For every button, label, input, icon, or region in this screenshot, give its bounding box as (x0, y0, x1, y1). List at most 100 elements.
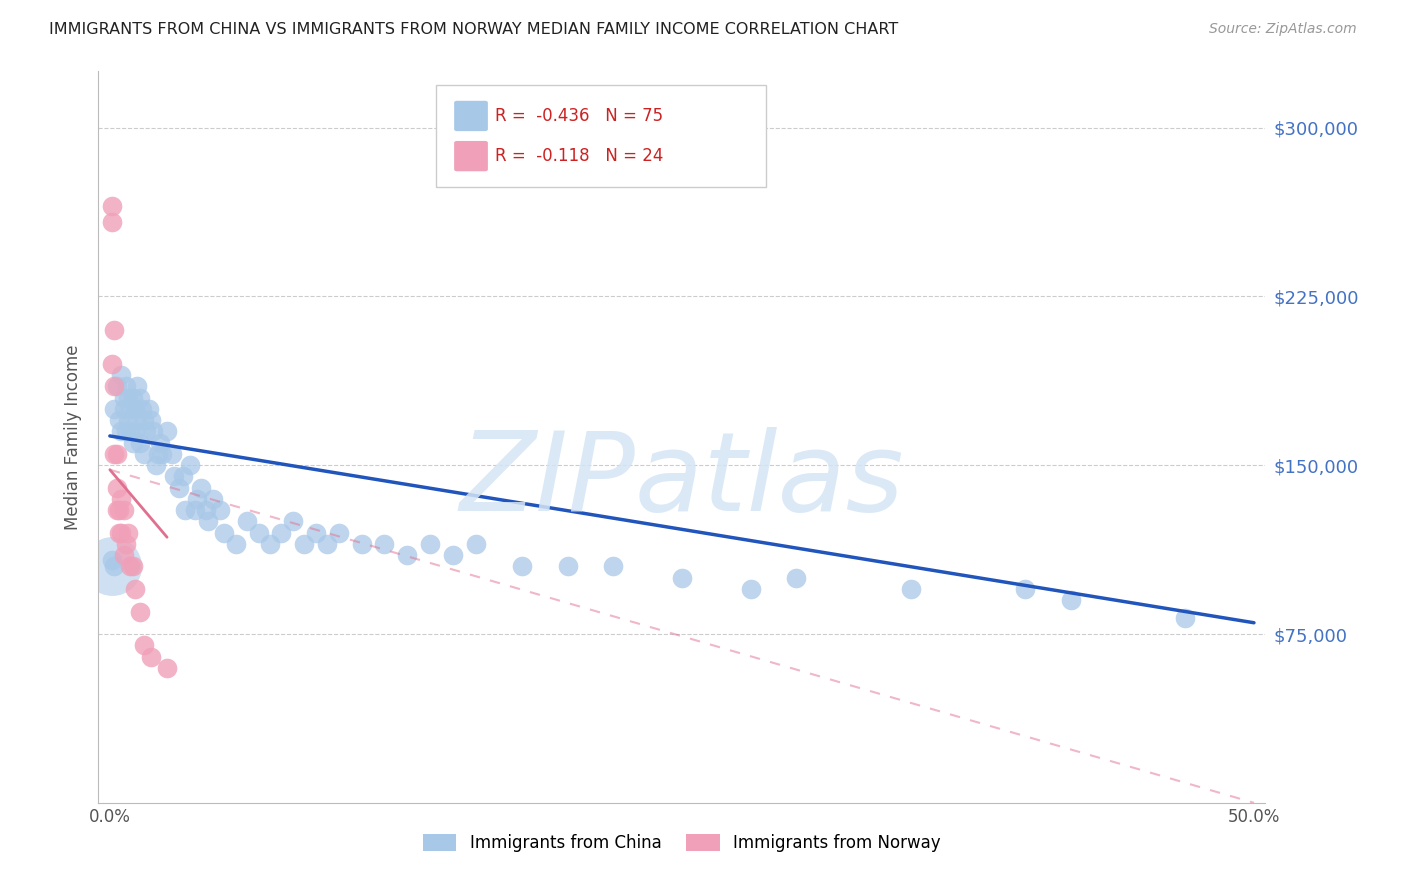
Point (270, 525, 292, 540)
Point (103, 401, 125, 416)
Point (103, 559, 125, 574)
Point (316, 537, 339, 551)
Point (110, 368, 132, 383)
Point (172, 469, 194, 483)
Point (117, 525, 139, 540)
Point (103, 323, 125, 337)
Point (134, 413, 156, 427)
Text: R =  -0.436   N = 75: R = -0.436 N = 75 (495, 107, 664, 125)
Point (146, 447, 169, 461)
Point (740, 582, 762, 596)
Legend: Immigrants from China, Immigrants from Norway: Immigrants from China, Immigrants from N… (415, 825, 949, 860)
Point (247, 525, 270, 540)
Point (135, 425, 157, 439)
Point (112, 503, 135, 517)
Point (208, 503, 231, 517)
Point (305, 525, 328, 540)
Point (105, 379, 128, 393)
Point (117, 391, 139, 405)
Point (101, 559, 124, 574)
Point (121, 435, 143, 450)
Point (1060, 593, 1083, 607)
Point (134, 638, 156, 652)
Point (124, 401, 146, 416)
Point (115, 425, 138, 439)
Text: IMMIGRANTS FROM CHINA VS IMMIGRANTS FROM NORWAY MEDIAN FAMILY INCOME CORRELATION: IMMIGRANTS FROM CHINA VS IMMIGRANTS FROM… (49, 22, 898, 37)
Point (441, 548, 464, 562)
Point (103, 379, 125, 393)
Text: ZIPatlas: ZIPatlas (460, 427, 904, 534)
Point (149, 435, 172, 450)
Point (145, 458, 167, 473)
Point (156, 661, 179, 675)
Point (101, 199, 124, 213)
Point (127, 413, 149, 427)
Point (419, 537, 441, 551)
Point (121, 559, 143, 574)
Point (124, 582, 146, 596)
Point (112, 401, 135, 416)
Point (163, 469, 186, 483)
Point (602, 559, 624, 574)
Point (108, 503, 131, 517)
Point (112, 548, 135, 562)
Point (117, 413, 139, 427)
Point (214, 525, 236, 540)
Point (105, 503, 128, 517)
Point (101, 215, 124, 229)
Point (120, 401, 142, 416)
Point (138, 401, 160, 416)
Point (101, 553, 124, 567)
Point (134, 447, 156, 461)
Point (197, 515, 219, 529)
Point (160, 447, 183, 461)
Point (128, 391, 150, 405)
Point (225, 537, 247, 551)
Point (201, 491, 224, 506)
Point (510, 559, 533, 574)
Point (105, 447, 128, 461)
Y-axis label: Median Family Income: Median Family Income (65, 344, 83, 530)
Point (115, 379, 138, 393)
Point (110, 525, 132, 540)
Text: R =  -0.118   N = 24: R = -0.118 N = 24 (495, 147, 664, 165)
Point (101, 357, 124, 371)
Point (124, 425, 146, 439)
Point (1014, 582, 1036, 596)
Point (183, 503, 205, 517)
Point (281, 515, 304, 529)
Point (112, 391, 135, 405)
Point (292, 537, 315, 551)
Point (120, 425, 142, 439)
Point (108, 525, 131, 540)
Point (108, 413, 131, 427)
Point (127, 379, 149, 393)
Point (156, 425, 179, 439)
Point (110, 425, 132, 439)
Point (186, 491, 208, 506)
Point (103, 447, 125, 461)
Point (121, 391, 143, 405)
Point (557, 559, 579, 574)
Point (236, 515, 259, 529)
Point (259, 537, 281, 551)
Point (105, 481, 128, 495)
Point (194, 503, 217, 517)
Point (110, 491, 132, 506)
Point (131, 401, 153, 416)
Point (785, 571, 807, 585)
Point (167, 481, 190, 495)
Point (900, 582, 922, 596)
Point (328, 525, 350, 540)
Point (373, 537, 395, 551)
Point (465, 537, 488, 551)
Point (190, 481, 212, 495)
Point (152, 447, 174, 461)
Point (671, 571, 693, 585)
Point (142, 425, 165, 439)
Point (174, 503, 197, 517)
Point (350, 537, 373, 551)
Point (396, 548, 419, 562)
Point (115, 537, 138, 551)
Point (179, 458, 201, 473)
